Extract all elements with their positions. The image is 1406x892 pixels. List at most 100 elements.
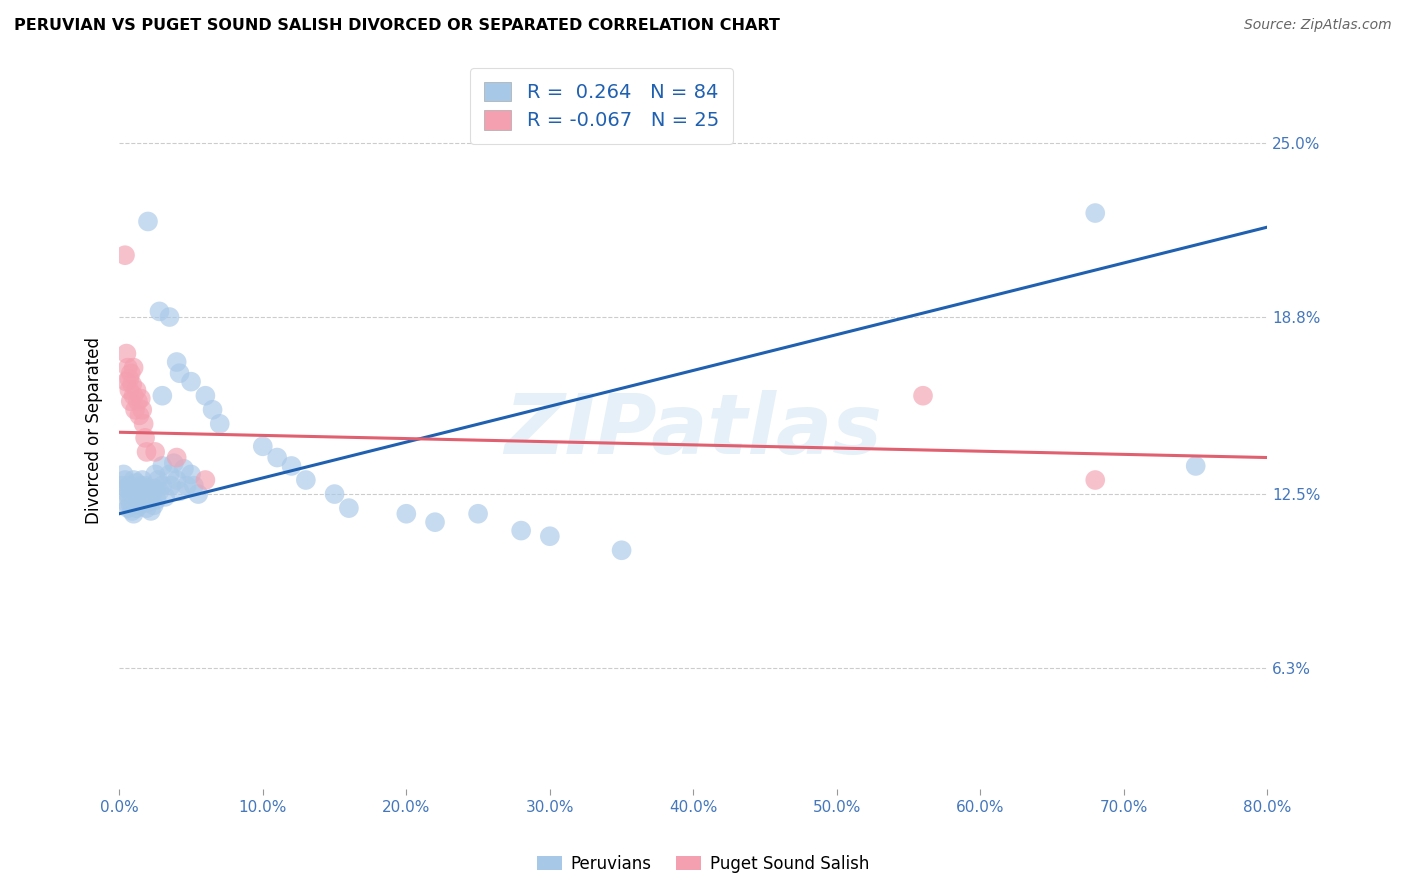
Point bbox=[138, 482, 160, 496]
Point bbox=[280, 458, 302, 473]
Point bbox=[127, 482, 149, 496]
Point bbox=[120, 498, 142, 512]
Point bbox=[127, 492, 149, 507]
Point bbox=[112, 467, 135, 482]
Point bbox=[138, 492, 160, 507]
Point bbox=[146, 473, 169, 487]
Point bbox=[1084, 206, 1107, 220]
Point bbox=[120, 366, 142, 380]
Point bbox=[538, 529, 561, 543]
Point bbox=[208, 417, 231, 431]
Point bbox=[163, 456, 186, 470]
Point bbox=[115, 495, 138, 509]
Y-axis label: Divorced or Separated: Divorced or Separated bbox=[86, 337, 103, 524]
Point bbox=[117, 501, 139, 516]
Point bbox=[194, 473, 217, 487]
Point bbox=[1084, 473, 1107, 487]
Point bbox=[115, 482, 138, 496]
Point bbox=[148, 484, 170, 499]
Legend: Peruvians, Puget Sound Salish: Peruvians, Puget Sound Salish bbox=[530, 848, 876, 880]
Point bbox=[122, 389, 145, 403]
Point bbox=[150, 478, 173, 492]
Point bbox=[252, 439, 274, 453]
Point bbox=[135, 501, 157, 516]
Point bbox=[295, 473, 318, 487]
Point bbox=[337, 501, 360, 516]
Point bbox=[124, 495, 146, 509]
Point bbox=[122, 507, 145, 521]
Point bbox=[142, 498, 165, 512]
Point bbox=[124, 402, 146, 417]
Point bbox=[169, 484, 191, 499]
Point bbox=[131, 402, 153, 417]
Point bbox=[143, 482, 166, 496]
Point bbox=[114, 473, 136, 487]
Point bbox=[118, 383, 141, 397]
Point bbox=[117, 360, 139, 375]
Point bbox=[510, 524, 533, 538]
Point bbox=[201, 402, 224, 417]
Point bbox=[166, 355, 188, 369]
Point bbox=[129, 490, 152, 504]
Point bbox=[120, 394, 142, 409]
Point bbox=[136, 495, 159, 509]
Point bbox=[128, 498, 150, 512]
Point bbox=[131, 484, 153, 499]
Point bbox=[134, 478, 156, 492]
Point bbox=[134, 490, 156, 504]
Point bbox=[118, 372, 141, 386]
Point bbox=[114, 248, 136, 262]
Point bbox=[150, 389, 173, 403]
Point bbox=[128, 409, 150, 423]
Point bbox=[118, 478, 141, 492]
Point bbox=[143, 445, 166, 459]
Point bbox=[121, 504, 143, 518]
Point bbox=[135, 445, 157, 459]
Point bbox=[120, 484, 142, 499]
Point bbox=[159, 467, 181, 482]
Point bbox=[122, 490, 145, 504]
Point bbox=[132, 417, 155, 431]
Point bbox=[124, 482, 146, 496]
Point bbox=[911, 389, 934, 403]
Point bbox=[143, 467, 166, 482]
Point bbox=[187, 487, 209, 501]
Point bbox=[125, 383, 148, 397]
Point bbox=[121, 377, 143, 392]
Point bbox=[129, 478, 152, 492]
Point bbox=[118, 492, 141, 507]
Point bbox=[183, 478, 205, 492]
Point bbox=[180, 375, 202, 389]
Point bbox=[141, 487, 163, 501]
Point bbox=[173, 462, 195, 476]
Point bbox=[139, 504, 162, 518]
Point bbox=[136, 214, 159, 228]
Point bbox=[125, 501, 148, 516]
Point bbox=[132, 495, 155, 509]
Point bbox=[150, 458, 173, 473]
Text: ZIPatlas: ZIPatlas bbox=[505, 391, 883, 471]
Point bbox=[148, 304, 170, 318]
Point bbox=[121, 490, 143, 504]
Point bbox=[131, 473, 153, 487]
Point bbox=[423, 515, 446, 529]
Point bbox=[1184, 458, 1206, 473]
Point bbox=[153, 490, 176, 504]
Point bbox=[111, 478, 134, 492]
Point bbox=[117, 487, 139, 501]
Point bbox=[127, 394, 149, 409]
Point bbox=[166, 450, 188, 465]
Point bbox=[467, 507, 489, 521]
Point bbox=[169, 366, 191, 380]
Point bbox=[166, 473, 188, 487]
Point bbox=[134, 431, 156, 445]
Point bbox=[122, 473, 145, 487]
Point bbox=[610, 543, 633, 558]
Point bbox=[136, 484, 159, 499]
Legend: R =  0.264   N = 84, R = -0.067   N = 25: R = 0.264 N = 84, R = -0.067 N = 25 bbox=[471, 68, 733, 144]
Point bbox=[194, 389, 217, 403]
Point bbox=[115, 375, 138, 389]
Point bbox=[125, 487, 148, 501]
Point bbox=[145, 492, 167, 507]
Point bbox=[128, 484, 150, 499]
